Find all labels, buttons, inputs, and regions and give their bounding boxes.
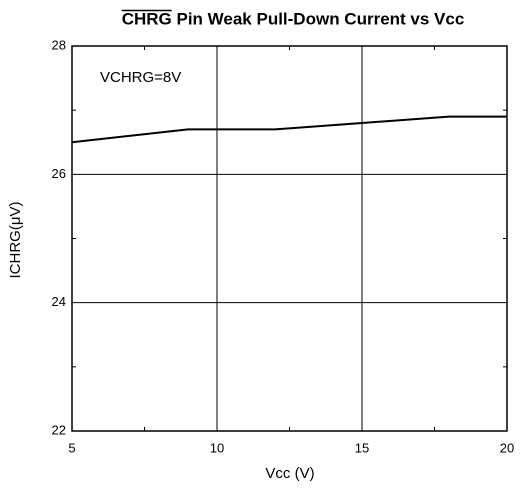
y-axis-label: ICHRG(μV) xyxy=(7,202,24,279)
x-tick-label: 20 xyxy=(500,440,514,455)
x-axis-label: Vcc (V) xyxy=(265,465,314,482)
data-line xyxy=(71,115,507,144)
x-tick-label: 15 xyxy=(355,440,369,455)
y-tick-label: 22 xyxy=(52,422,66,437)
annotation: VCHRG=8V xyxy=(100,69,181,86)
y-tick-label: 24 xyxy=(52,294,66,309)
chart-title: CHRG Pin Weak Pull-Down Current vs Vcc xyxy=(122,9,465,28)
x-tick-label: 10 xyxy=(210,440,224,455)
y-tick-label: 28 xyxy=(52,37,66,52)
x-tick-label: 5 xyxy=(68,440,75,455)
plot-frame xyxy=(71,45,508,432)
y-tick-label: 26 xyxy=(52,166,66,181)
